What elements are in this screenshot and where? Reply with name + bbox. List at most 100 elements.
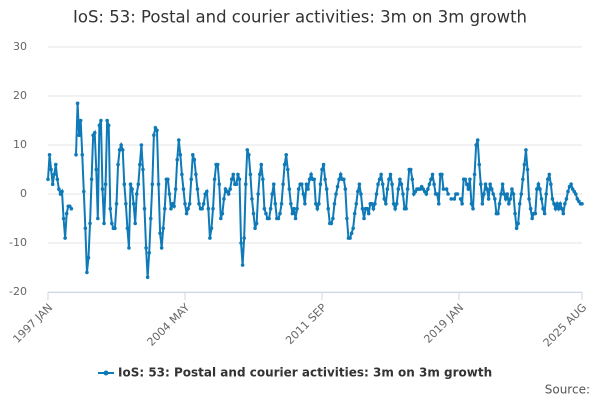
source: Source: [545,383,590,397]
point [293,216,298,221]
point [273,202,278,206]
point [533,211,538,216]
point [468,177,472,182]
point [270,192,274,196]
point [527,197,531,201]
point [503,197,508,201]
point [108,206,113,211]
point [264,211,268,216]
point [460,202,464,206]
point [384,202,388,206]
point [106,123,111,128]
point [471,206,475,211]
point [436,202,441,206]
point [181,187,186,191]
point [69,206,74,211]
y-tick-label: 10 [13,138,27,151]
point [304,182,309,186]
point [307,177,312,182]
point [326,206,331,211]
point [563,202,567,206]
point [86,255,91,260]
point [528,206,533,211]
point [261,177,265,182]
point [122,182,127,186]
point [354,202,359,206]
point [217,182,222,186]
point [337,177,341,182]
point [440,172,444,177]
point [53,162,58,167]
point [285,167,290,172]
point [204,189,209,194]
point [226,192,231,196]
point [552,202,556,206]
point [404,206,408,211]
point [530,216,534,221]
point [89,177,94,182]
point [130,187,134,191]
point [313,202,318,206]
point [342,177,346,182]
point [396,187,401,191]
point [113,226,117,231]
point [370,202,374,206]
point [96,216,100,221]
point [206,206,211,211]
point [315,206,320,211]
point [329,221,334,226]
legend-marker [103,370,109,376]
point [128,182,133,186]
point [505,192,510,196]
point [75,101,80,106]
point [136,182,141,186]
point [513,211,517,216]
point [441,187,446,191]
point [521,177,525,182]
point [331,216,335,221]
point [561,211,566,216]
point [387,177,391,182]
legend-label: IoS: 53: Postal and courier activities: … [118,366,492,380]
point [349,231,354,235]
point [178,153,183,157]
point [222,197,226,201]
point [296,187,301,191]
point [566,189,570,194]
point [60,189,64,194]
point [229,177,234,182]
point [152,133,156,137]
point [63,236,67,240]
point [80,153,85,157]
point [201,202,206,206]
point [539,197,544,201]
point [516,221,520,226]
point [332,202,337,206]
point [432,182,436,186]
point [511,192,516,196]
point [306,187,310,191]
point [479,182,483,186]
point [380,182,385,186]
point [105,118,109,123]
point [507,202,511,206]
point [242,236,246,240]
point [323,177,327,182]
point [365,206,369,211]
point [256,192,260,196]
point [114,202,119,206]
point [78,118,83,123]
point [497,202,502,206]
point [352,211,357,216]
series-line [47,103,582,278]
point [287,187,292,191]
point [482,192,486,196]
point [49,167,53,172]
point [158,231,162,235]
point [408,167,413,172]
point [480,202,485,206]
point [559,206,564,211]
point [219,216,223,221]
point [259,162,264,167]
point [145,275,150,280]
